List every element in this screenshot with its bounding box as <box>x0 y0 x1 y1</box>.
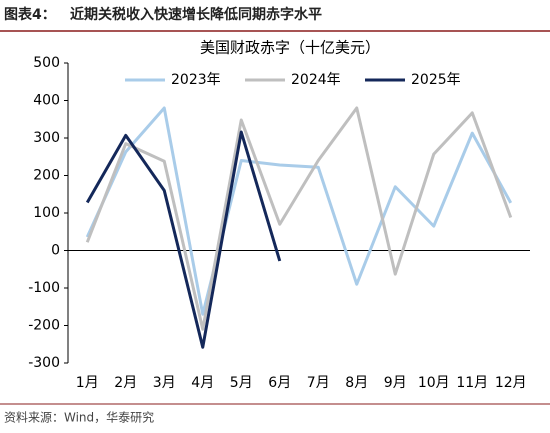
legend-label: 2023年 <box>171 72 221 88</box>
x-tick-label: 9月 <box>384 375 407 391</box>
header-label: 图表4： <box>4 6 56 23</box>
x-tick-label: 11月 <box>456 375 488 391</box>
x-tick-label: 4月 <box>191 375 214 391</box>
x-tick-label: 6月 <box>268 375 291 391</box>
x-tick-label: 8月 <box>345 375 368 391</box>
x-tick-label: 7月 <box>307 375 330 391</box>
legend-label: 2025年 <box>411 72 461 88</box>
y-tick-label: -300 <box>28 355 60 371</box>
y-tick-label: 300 <box>33 130 60 146</box>
x-tick-label: 3月 <box>153 375 176 391</box>
y-tick-label: 0 <box>51 243 60 259</box>
y-tick-label: 400 <box>33 93 60 109</box>
chart-title: 美国财政赤字（十亿美元） <box>200 39 380 57</box>
x-tick-label: 2月 <box>114 375 137 391</box>
y-tick-label: 500 <box>33 55 60 71</box>
x-tick-label: 12月 <box>495 375 527 391</box>
series-line <box>85 130 282 349</box>
y-tick-label: 100 <box>33 205 60 221</box>
source: 资料来源：Wind，华泰研究 <box>4 410 154 425</box>
series-line <box>85 106 513 331</box>
x-tick-label: 5月 <box>230 375 253 391</box>
x-tick-label: 10月 <box>418 375 450 391</box>
x-tick-label: 1月 <box>76 375 99 391</box>
header-title: 近期关税收入快速增长降低同期赤字水平 <box>70 6 322 23</box>
y-tick-label: -200 <box>28 318 60 334</box>
series-line <box>85 106 513 316</box>
y-tick-label: -100 <box>28 280 60 296</box>
legend-label: 2024年 <box>291 72 341 88</box>
y-tick-label: 200 <box>33 168 60 184</box>
